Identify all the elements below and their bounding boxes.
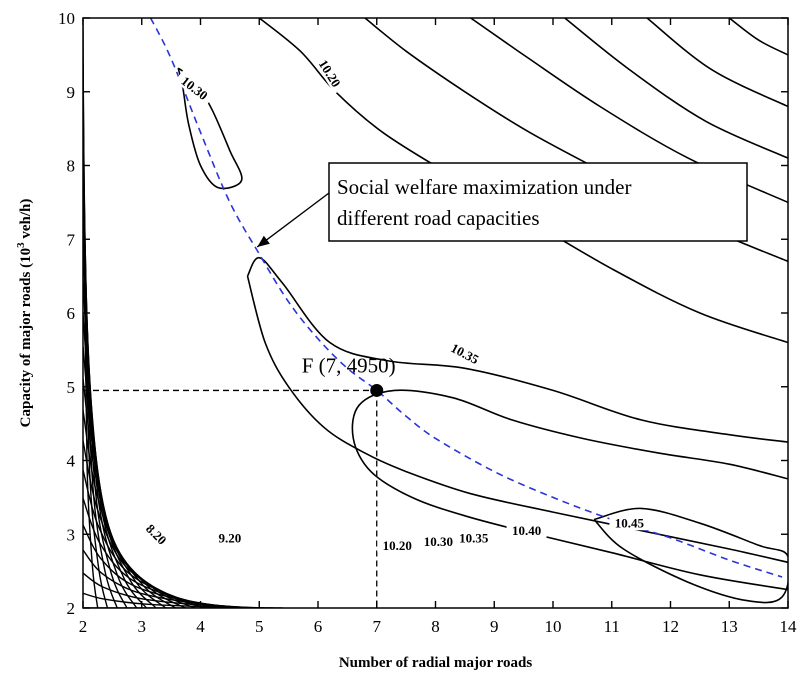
- contour-labels: 10.30 10.20 10.35 8.20 9.20 10.20 10.30 10.35 10…: [139, 52, 650, 553]
- contour-line-9: [246, 275, 788, 564]
- y-tick-label: 7: [67, 230, 76, 249]
- contour-label-7: 10.30: [418, 533, 459, 549]
- contour-label-text: 10.20: [383, 538, 412, 553]
- contour-label-3: 10.35: [443, 337, 487, 370]
- steep-contour-lines: [83, 25, 283, 608]
- x-tick-label: 11: [604, 617, 620, 636]
- annotation-arrow-head: [257, 235, 270, 247]
- contour-lines: [177, 18, 788, 604]
- x-tick-label: 13: [721, 617, 738, 636]
- x-axis-title: Number of radial major roads: [339, 655, 532, 671]
- contour-label-bg: [139, 517, 174, 551]
- optimum-point-marker: [370, 383, 384, 397]
- contour-label-text: 9.20: [219, 530, 242, 545]
- contour-label-10: 10.45: [609, 515, 650, 531]
- x-tick-label: 2: [79, 617, 88, 636]
- contour-line-10: [351, 389, 788, 591]
- x-tick-label: 6: [314, 617, 323, 636]
- annotation-line-1: Social welfare maximization under: [337, 175, 631, 199]
- contour-line-11: [593, 507, 788, 604]
- optimum-point-group: F (7, 4950): [302, 353, 396, 397]
- y-tick-label: 8: [67, 157, 76, 176]
- contour-label-bg: [377, 537, 418, 553]
- x-axis-ticks: 2 3 4 5 6 7 8 9 10 11 12 13 14: [79, 18, 797, 636]
- contour-label-bg: [213, 529, 247, 545]
- contour-label-8: 10.35: [453, 529, 494, 545]
- y-axis-title: Capacity of major roads (103 veh/h): [15, 199, 34, 428]
- x-tick-label: 9: [490, 617, 499, 636]
- x-tick-label: 10: [545, 617, 562, 636]
- contour-label-1: 10.30: [174, 69, 216, 106]
- steep-contour-12: [83, 410, 206, 608]
- x-tick-label: 7: [373, 617, 382, 636]
- contour-line-7: [728, 18, 788, 56]
- contour-line-5: [564, 18, 788, 159]
- y-axis-ticks: 2 3 4 5 6 7 8 9 10: [58, 9, 788, 618]
- contour-label-9: 10.40: [506, 522, 547, 538]
- contour-label-4: 8.20: [139, 517, 174, 551]
- y-tick-label: 4: [67, 452, 76, 471]
- y-axis-title-main: Capacity of major roads (10: [18, 248, 34, 427]
- contour-label-2: 10.20: [313, 52, 348, 94]
- y-tick-label: 6: [67, 304, 76, 323]
- y-axis-title-sup: 3: [15, 242, 27, 248]
- contour-label-bg: [418, 533, 459, 549]
- x-tick-label: 4: [196, 617, 205, 636]
- annotation-arrow-line: [256, 192, 330, 248]
- x-tick-label: 5: [255, 617, 264, 636]
- contour-label-bg: [174, 69, 216, 106]
- annotation-line-2: different road capacities: [337, 206, 540, 230]
- steep-contour-18: [83, 572, 264, 608]
- optimum-point-label: F (7, 4950): [302, 353, 396, 377]
- contour-label-text: 10.45: [615, 516, 645, 531]
- contour-label-text: 10.35: [459, 530, 489, 545]
- contour-label-text: 10.40: [512, 523, 541, 538]
- contour-label-5: 9.20: [213, 529, 247, 545]
- contour-label-bg: [443, 337, 487, 370]
- y-tick-label: 10: [58, 9, 75, 28]
- contour-label-6: 10.20: [377, 537, 418, 553]
- annotation-box: [328, 162, 748, 242]
- y-tick-label: 2: [67, 599, 76, 618]
- contour-line-8: [246, 256, 788, 443]
- contour-label-text: 10.30: [424, 534, 453, 549]
- contour-line-6: [646, 18, 788, 108]
- x-tick-label: 3: [138, 617, 147, 636]
- x-tick-label: 14: [780, 617, 798, 636]
- y-tick-label: 3: [67, 525, 76, 544]
- annotation-group: Social welfare maximization under differe…: [256, 162, 748, 248]
- x-tick-label: 8: [431, 617, 440, 636]
- contour-label-bg: [609, 515, 650, 531]
- optimum-guide-lines: [83, 389, 378, 608]
- contour-label-bg: [453, 529, 494, 545]
- y-tick-label: 9: [67, 83, 76, 102]
- y-axis-title-tail: veh/h): [18, 199, 34, 243]
- contour-label-bg: [506, 522, 547, 538]
- contour-label-bg: [313, 52, 348, 94]
- steep-contour-8: [83, 279, 167, 608]
- x-tick-label: 12: [662, 617, 679, 636]
- y-tick-label: 5: [67, 378, 76, 397]
